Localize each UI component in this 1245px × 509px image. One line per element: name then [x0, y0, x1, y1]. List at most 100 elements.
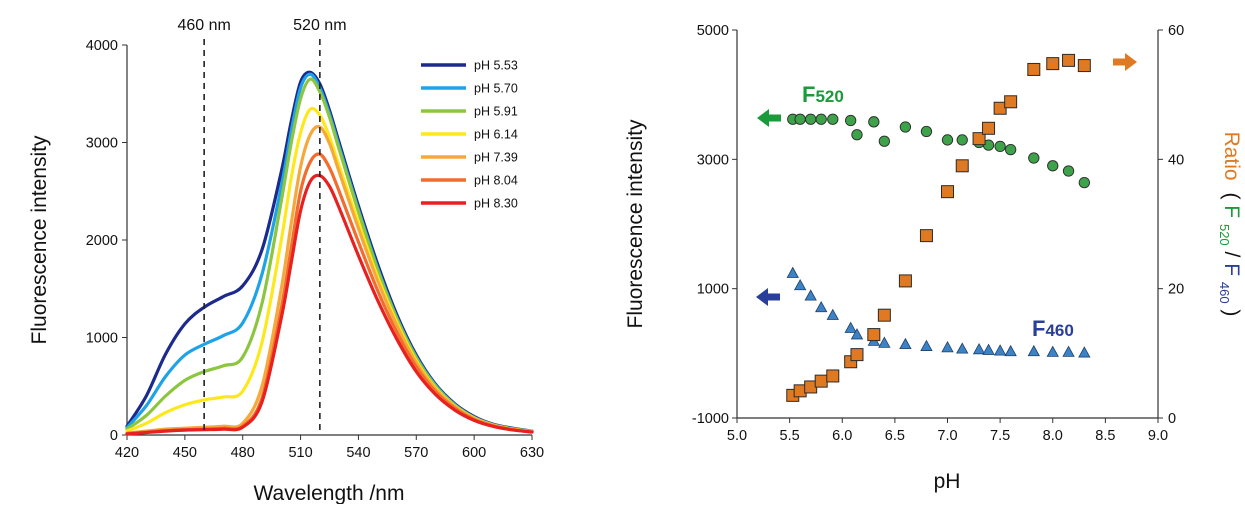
- ratio-slash: /: [1220, 252, 1243, 258]
- ph-x-axis-title: pH: [934, 470, 961, 493]
- spectra-y-tick-label: 1000: [86, 331, 118, 347]
- reference-label-460: 460 nm: [177, 17, 230, 34]
- series-ratio: [786, 53, 1091, 402]
- ratio-point: [1004, 95, 1018, 109]
- f460-point: [826, 308, 839, 320]
- spectra-x-tick-label: 450: [173, 445, 197, 461]
- f460-point: [878, 336, 891, 348]
- ratio-f460-sub: 460: [1217, 282, 1232, 304]
- ph-left-y-tick-label: -1000: [692, 411, 729, 427]
- legend-label: pH 5.53: [474, 59, 518, 73]
- f520-point: [878, 135, 890, 147]
- spectra-legend: pH 5.53 pH 5.70 pH 5.91 pH 6.14 pH 7.39 pH 8.…: [421, 59, 518, 211]
- ph-x-tick-label: 5.5: [780, 428, 800, 444]
- ph-x-tick-label: 8.5: [1095, 428, 1115, 444]
- ratio-point: [850, 348, 864, 362]
- f460-point: [993, 344, 1007, 356]
- spectra-x-tick-label: 420: [115, 445, 139, 461]
- spectra-y-tick-label: 2000: [86, 233, 118, 249]
- f520-point: [805, 113, 817, 125]
- reference-label-520: 520 nm: [293, 17, 346, 34]
- ph-x-tick-label: 7.0: [937, 428, 957, 444]
- ratio-right-arrow: [1113, 53, 1137, 71]
- f460-point: [982, 343, 995, 355]
- spectra-x-tick-label: 510: [288, 445, 312, 461]
- f520-point: [920, 125, 933, 138]
- f520-point: [868, 116, 880, 128]
- spectrum-line-ph-8-30: [125, 173, 534, 436]
- ratio-f460-letter: F: [1220, 263, 1243, 276]
- ratio-point: [1027, 62, 1041, 76]
- ratio-point: [877, 308, 891, 322]
- spectrum-line-ph-8-04: [125, 152, 534, 436]
- legend-label: pH 8.04: [474, 174, 518, 188]
- ph-left-y-tick-label: 5000: [697, 23, 729, 39]
- f520-point: [1062, 165, 1075, 177]
- series-f460: [786, 266, 1091, 358]
- spectrum-line-ph-6-14: [125, 106, 534, 434]
- spectra-x-tick-label: 540: [346, 445, 370, 461]
- ph-x-tick-label: 6.5: [885, 428, 905, 444]
- spectra-reference-lines: 460 nm 520 nm: [177, 17, 347, 435]
- legend-label: pH 5.91: [474, 105, 518, 119]
- ph-x-tick-label: 8.0: [1043, 428, 1063, 444]
- f460-point: [1078, 346, 1091, 358]
- spectra-chart: 420 450 480 510 540 570 600 630 0 1000 2000 3000 400…: [28, 17, 544, 505]
- f520-point: [827, 113, 839, 125]
- f460-point: [804, 289, 817, 301]
- ratio-f520-sub: 520: [1217, 224, 1232, 246]
- ph-markers: [786, 53, 1091, 402]
- ratio-point: [941, 185, 954, 199]
- f520-label: F520: [802, 82, 844, 107]
- f520-point: [794, 113, 806, 125]
- spectra-x-tick-label: 570: [404, 445, 428, 461]
- ratio-word: Ratio: [1220, 132, 1243, 181]
- f460-label-letter: F: [1032, 316, 1045, 341]
- f520-point: [1078, 176, 1090, 189]
- spectrum-line-ph-5-91: [125, 77, 534, 433]
- series-f520: [787, 113, 1090, 189]
- legend-label: pH 5.70: [474, 82, 518, 96]
- f520-point: [956, 134, 968, 146]
- f460-point: [920, 339, 933, 351]
- spectra-x-tick-label: 600: [462, 445, 486, 461]
- spectra-ticks: [122, 44, 533, 440]
- ratio-f520-letter: F: [1220, 205, 1243, 218]
- f520-label-sub: 520: [815, 87, 843, 106]
- ratio-point: [826, 369, 840, 383]
- f460-point: [850, 328, 864, 340]
- f520-point: [1028, 152, 1040, 164]
- ratio-point: [955, 159, 969, 173]
- ph-tick-labels: 5.0 5.5 6.0 6.5 7.0 7.5 8.0 8.5 9.0 -1000 1000 3000…: [692, 23, 1184, 444]
- f520-point: [1047, 160, 1059, 172]
- spectra-axes: [126, 45, 532, 436]
- spectra-y-tick-label: 4000: [86, 38, 118, 54]
- ratio-point: [919, 229, 933, 243]
- ratio-close-paren: ): [1220, 309, 1243, 316]
- f460-point: [941, 341, 954, 353]
- f520-left-arrow: [757, 109, 781, 127]
- f520-point: [845, 114, 857, 127]
- ph-axes: [736, 30, 1159, 419]
- ratio-point: [867, 328, 881, 342]
- spectra-x-tick-label: 630: [520, 445, 544, 461]
- ratio-open-paren: (: [1220, 192, 1243, 199]
- legend-label: pH 6.14: [474, 128, 518, 142]
- ph-ticks: [732, 29, 1163, 423]
- spectra-curves: [125, 70, 534, 436]
- f520-label-letter: F: [802, 82, 815, 107]
- ratio-point: [898, 274, 912, 288]
- ph-right-y-tick-label: 0: [1168, 411, 1176, 427]
- ph-titration-chart: 5.0 5.5 6.0 6.5 7.0 7.5 8.0 8.5 9.0 -1000 1000 3000…: [624, 23, 1243, 493]
- ph-x-tick-label: 7.5: [990, 428, 1010, 444]
- f460-point: [793, 278, 807, 291]
- ph-left-y-axis-title: Fluorescence intensity: [624, 119, 647, 328]
- f460-left-arrow: [756, 288, 780, 306]
- spectra-y-tick-label: 0: [110, 428, 118, 444]
- legend-label: pH 8.30: [474, 197, 518, 211]
- ph-right-y-tick-label: 60: [1168, 23, 1184, 39]
- spectra-tick-labels: 420 450 480 510 540 570 600 630 0 1000 2000 3000 400…: [86, 38, 544, 461]
- f460-point: [1046, 345, 1059, 357]
